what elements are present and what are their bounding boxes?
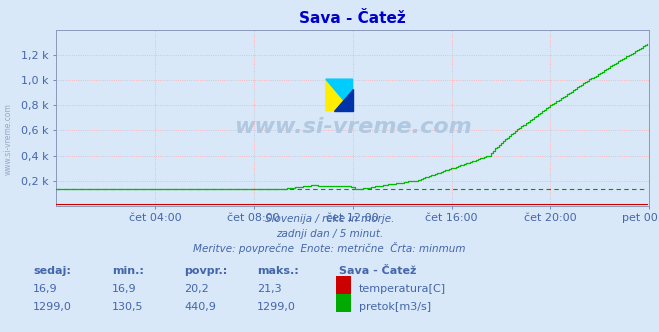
Polygon shape — [326, 79, 353, 111]
Polygon shape — [334, 89, 353, 111]
Text: pretok[m3/s]: pretok[m3/s] — [359, 302, 431, 312]
Text: povpr.:: povpr.: — [185, 266, 228, 276]
Text: Sava - Čatež: Sava - Čatež — [339, 266, 416, 276]
Text: www.si-vreme.com: www.si-vreme.com — [3, 104, 13, 175]
Text: 130,5: 130,5 — [112, 302, 144, 312]
Text: maks.:: maks.: — [257, 266, 299, 276]
Text: min.:: min.: — [112, 266, 144, 276]
Text: 21,3: 21,3 — [257, 284, 281, 294]
Text: Meritve: povprečne  Enote: metrične  Črta: minmum: Meritve: povprečne Enote: metrične Črta:… — [193, 242, 466, 254]
Text: sedaj:: sedaj: — [33, 266, 71, 276]
Polygon shape — [326, 79, 353, 111]
Text: 16,9: 16,9 — [112, 284, 136, 294]
Title: Sava - Čatež: Sava - Čatež — [299, 11, 406, 26]
Text: 1299,0: 1299,0 — [257, 302, 296, 312]
Text: 1299,0: 1299,0 — [33, 302, 72, 312]
Text: 16,9: 16,9 — [33, 284, 57, 294]
Text: 20,2: 20,2 — [185, 284, 210, 294]
Text: temperatura[C]: temperatura[C] — [359, 284, 446, 294]
Text: Slovenija / reke in morje.: Slovenija / reke in morje. — [265, 214, 394, 224]
Text: zadnji dan / 5 minut.: zadnji dan / 5 minut. — [276, 229, 383, 239]
Text: www.si-vreme.com: www.si-vreme.com — [234, 117, 471, 137]
Text: 440,9: 440,9 — [185, 302, 216, 312]
